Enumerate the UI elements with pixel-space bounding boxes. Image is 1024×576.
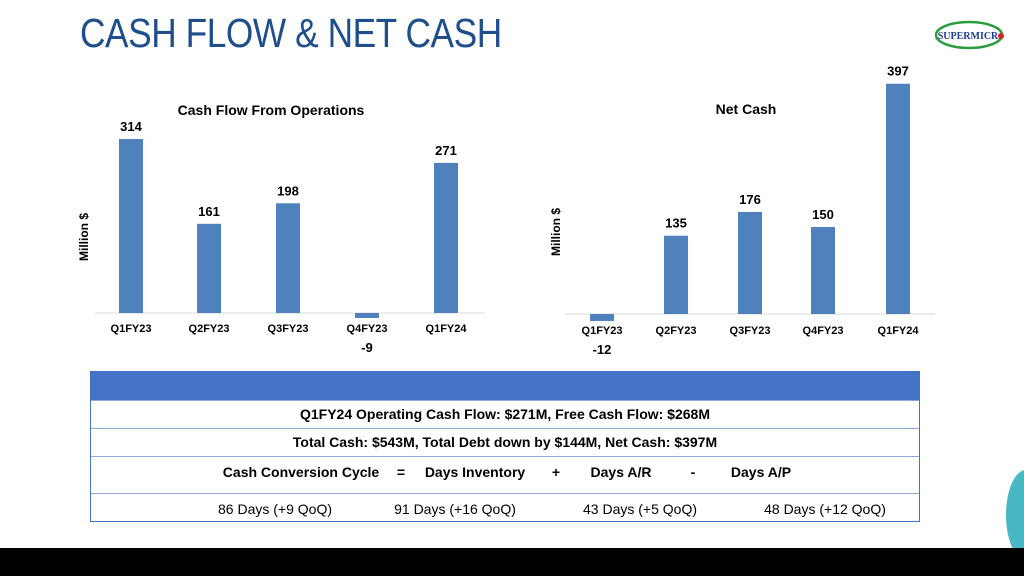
chart-title-net-cash: Net Cash (716, 101, 777, 117)
bar-Q4FY23 (811, 227, 835, 314)
x-tick-label: Q3FY23 (730, 325, 771, 337)
x-tick-label: Q1FY23 (582, 325, 623, 337)
decorative-swoosh (1006, 470, 1024, 560)
formula-minus: - (690, 464, 696, 480)
value-days-ar: 43 Days (+5 QoQ) (583, 501, 697, 517)
operating-cash-flow-row: Q1FY24 Operating Cash Flow: $271M, Free … (91, 400, 919, 428)
x-tick-label: Q1FY24 (426, 323, 468, 335)
bar-Q3FY23 (276, 203, 300, 313)
data-label: 150 (812, 207, 834, 222)
data-label: 135 (665, 216, 687, 231)
x-tick-label: Q4FY23 (803, 325, 844, 337)
x-tick-label: Q2FY23 (189, 323, 230, 335)
bottom-black-bar (0, 548, 1024, 576)
y-axis-label-net-cash: Million $ (549, 208, 563, 256)
formula-days-inventory: Days Inventory (424, 464, 526, 480)
bar-Q1FY23 (590, 314, 614, 321)
summary-table: Q1FY24 Operating Cash Flow: $271M, Free … (90, 371, 920, 522)
data-label: 271 (435, 143, 457, 158)
bar-Q4FY23 (355, 313, 379, 318)
bar-Q3FY23 (738, 211, 762, 314)
data-label: 397 (887, 64, 909, 79)
svg-text:SUPERMICR: SUPERMICR (938, 31, 999, 42)
value-ccc: 86 Days (+9 QoQ) (218, 501, 332, 517)
data-label: 176 (739, 192, 761, 207)
total-cash-row: Total Cash: $543M, Total Debt down by $1… (91, 428, 919, 456)
data-label: 314 (120, 119, 142, 134)
x-tick-label: Q2FY23 (656, 325, 697, 337)
x-tick-label: Q3FY23 (268, 323, 309, 335)
data-label: 161 (198, 204, 220, 219)
cash-conversion-formula-row: Cash Conversion Cycle = Days Inventory +… (91, 456, 919, 493)
supermicro-logo: SUPERMICR (934, 20, 1004, 50)
chart-title-cash-flow: Cash Flow From Operations (178, 102, 365, 118)
formula-days-ap: Days A/P (730, 464, 792, 480)
bar-Q1FY24 (434, 162, 458, 313)
value-days-inventory: 91 Days (+16 QoQ) (394, 501, 516, 517)
x-tick-label: Q4FY23 (347, 323, 388, 335)
formula-ccc: Cash Conversion Cycle (222, 464, 380, 480)
x-tick-label: Q1FY24 (878, 325, 920, 337)
y-axis-label-cash-flow: Million $ (77, 213, 91, 261)
data-label: 198 (277, 183, 299, 198)
bar-Q1FY24 (886, 83, 910, 315)
cash-conversion-values-row: 86 Days (+9 QoQ) 91 Days (+16 QoQ) 43 Da… (91, 493, 919, 521)
formula-plus: + (551, 464, 561, 480)
table-header-bar (91, 372, 919, 400)
bar-Q1FY23 (119, 139, 143, 313)
bar-Q2FY23 (664, 235, 688, 314)
data-label: -12 (593, 342, 612, 357)
value-days-ap: 48 Days (+12 QoQ) (764, 501, 886, 517)
formula-days-ar: Days A/R (590, 464, 652, 480)
formula-equals: = (396, 464, 406, 480)
bar-Q2FY23 (197, 223, 221, 313)
x-tick-label: Q1FY23 (111, 323, 152, 335)
slide-title: CASH FLOW & NET CASH (80, 10, 502, 56)
data-label: -9 (361, 340, 373, 355)
